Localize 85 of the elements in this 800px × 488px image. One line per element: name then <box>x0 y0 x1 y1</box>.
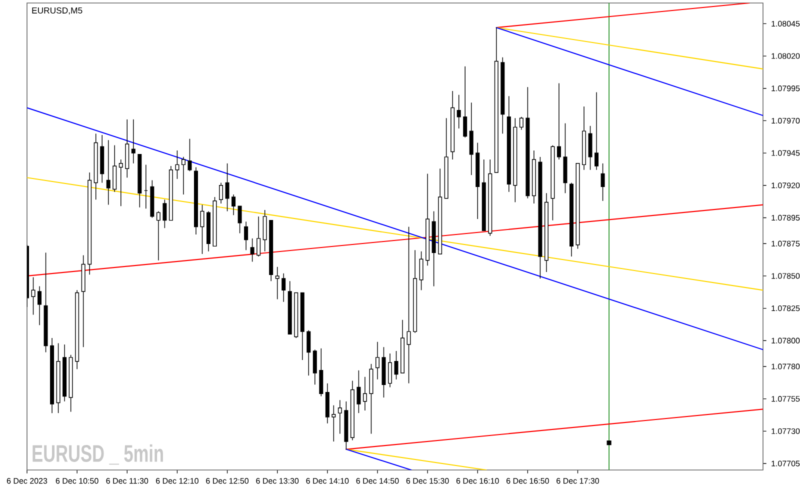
candlestick <box>175 150 180 180</box>
candlestick <box>332 404 336 442</box>
candlestick <box>94 133 98 200</box>
candlestick <box>81 254 86 348</box>
y-tick-label: 1.07995 <box>772 86 800 92</box>
x-tick-label: 6 Dec 16:10 <box>456 478 499 484</box>
x-tick-label: 6 Dec 16:50 <box>506 478 549 484</box>
candlestick <box>156 210 160 261</box>
candlestick <box>312 349 317 385</box>
x-tick-label: 6 Dec 14:50 <box>356 478 399 484</box>
candlestick <box>513 118 518 203</box>
y-tick-label: 1.08045 <box>772 20 800 27</box>
x-tick-label: 6 Dec 11:30 <box>106 478 148 484</box>
candlestick <box>75 290 80 370</box>
candlestick <box>350 380 354 441</box>
candlestick <box>406 226 411 384</box>
candlestick <box>282 272 286 302</box>
annotation: EURUSD _ 5min <box>32 444 163 465</box>
candlestick <box>413 250 418 334</box>
candlestick <box>506 96 511 192</box>
candlestick <box>206 210 210 252</box>
candlestick <box>375 342 380 380</box>
candlestick <box>338 400 342 434</box>
candlestick <box>582 106 586 170</box>
candlestick <box>275 266 280 300</box>
candlestick <box>600 163 605 202</box>
candlestick <box>325 382 330 424</box>
x-tick-label: 6 Dec 14:10 <box>306 478 349 484</box>
x-tick-label: 6 Dec 2023 <box>6 478 48 484</box>
candlestick <box>362 376 367 411</box>
candlestick <box>38 286 42 326</box>
candlestick <box>388 353 392 388</box>
x-tick-label: 6 Dec 10:50 <box>56 478 98 484</box>
y-tick-label: 1.07920 <box>772 182 800 188</box>
y-tick-label: 1.07850 <box>772 273 800 279</box>
x-tick-label: 6 Dec 15:30 <box>406 478 449 484</box>
candlestick <box>556 82 561 160</box>
candlestick <box>469 102 474 176</box>
candlestick <box>450 90 455 160</box>
candlestick <box>426 173 430 266</box>
chart-title: EURUSD,M5 <box>32 7 82 15</box>
candlestick <box>31 276 36 316</box>
candlestick <box>432 210 436 287</box>
candlestick <box>181 156 186 195</box>
candlestick <box>563 122 568 194</box>
y-tick-label: 1.07705 <box>772 460 800 466</box>
candlestick <box>356 370 361 414</box>
candlestick <box>56 342 60 414</box>
x-tick-label: 6 Dec 17:30 <box>556 478 600 484</box>
y-tick-label: 1.07945 <box>772 150 800 156</box>
y-tick-label: 1.07895 <box>772 214 800 221</box>
candlestick <box>125 119 130 178</box>
candlestick <box>476 142 480 220</box>
candlestick <box>50 338 54 414</box>
candlestick <box>194 166 198 235</box>
candlestick <box>88 172 92 276</box>
x-tick-label: 6 Dec 12:50 <box>206 478 249 484</box>
y-tick-label: 1.07730 <box>772 428 800 434</box>
y-tick-label: 1.07800 <box>772 338 800 344</box>
candlestick <box>244 221 248 250</box>
candlestick <box>219 182 224 204</box>
y-tick-label: 1.07825 <box>772 305 800 312</box>
x-tick-label: 6 Dec 12:10 <box>156 478 198 484</box>
candlestick <box>456 94 461 129</box>
candlestick <box>131 119 136 164</box>
candlestick <box>544 192 548 272</box>
candlestick <box>62 344 67 402</box>
candlestick <box>256 216 261 257</box>
candlestick <box>519 116 524 130</box>
candlestick <box>463 66 468 138</box>
candlestick <box>382 346 386 398</box>
y-tick-label: 1.08020 <box>772 53 800 59</box>
candlestick <box>106 140 110 206</box>
x-tick-label: 6 Dec 13:30 <box>256 478 299 484</box>
candlestick <box>532 150 536 204</box>
candlestick <box>118 159 123 206</box>
candlestick <box>225 163 230 212</box>
y-tick-label: 1.07780 <box>772 364 800 370</box>
candlestick <box>232 194 236 216</box>
y-tick-label: 1.07755 <box>772 396 800 402</box>
candlestick <box>594 92 599 170</box>
y-tick-label: 1.07970 <box>772 118 800 124</box>
y-tick-label: 1.07875 <box>772 240 800 246</box>
candlestick <box>570 182 574 257</box>
candlestick <box>100 134 104 184</box>
